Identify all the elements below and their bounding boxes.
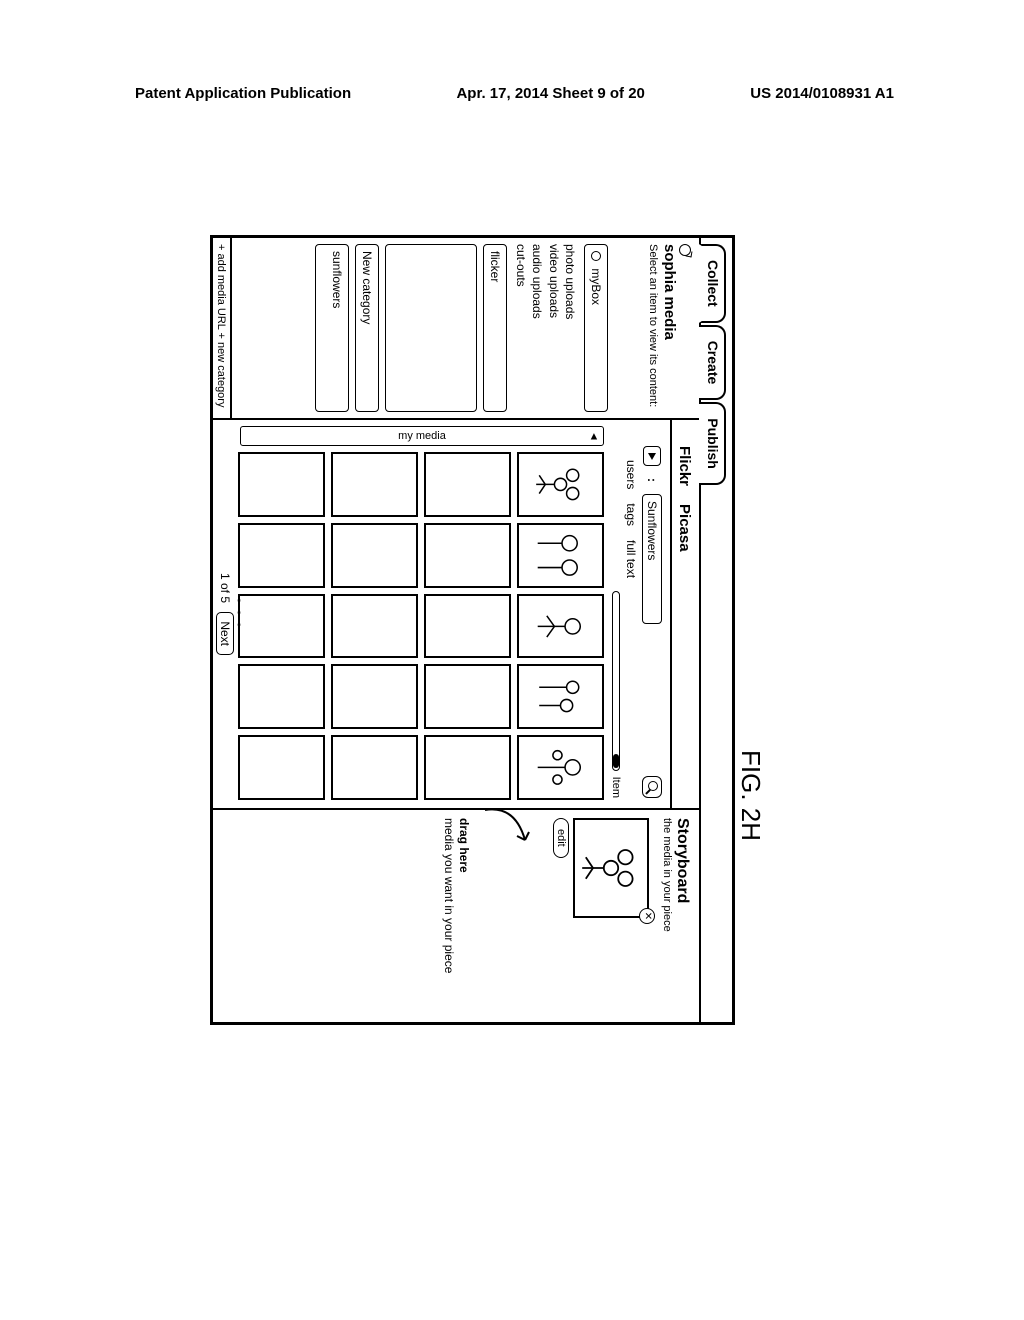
thumbnail[interactable] (238, 594, 325, 659)
sidebar-bottom-actions[interactable]: + add media URL + new category (212, 238, 232, 418)
drag-arrow-icon (475, 800, 535, 860)
storyboard-subtitle: the media in your piece (661, 818, 673, 1014)
thumbnail[interactable] (331, 452, 418, 517)
sidebar-item-mybox[interactable]: myBox (584, 244, 608, 412)
thumbnail[interactable] (517, 735, 604, 800)
drag-here-label: drag here (456, 818, 471, 1014)
refresh-small-icon (591, 251, 601, 261)
thumbnail[interactable] (517, 664, 604, 729)
thumbnail[interactable] (517, 523, 604, 588)
thumbnail[interactable] (238, 452, 325, 517)
item-cutouts[interactable]: cut-outs (513, 244, 529, 412)
header-center: Apr. 17, 2014 Sheet 9 of 20 (456, 85, 644, 102)
tab-collect[interactable]: Collect (699, 244, 726, 323)
item-audio-uploads[interactable]: audio uploads (529, 244, 545, 412)
thumbnail[interactable] (424, 452, 511, 517)
header-right: US 2014/0108931 A1 (750, 85, 894, 102)
mybox-label: myBox (589, 268, 603, 305)
pager: 1 of 5 Next (212, 420, 236, 808)
search-input[interactable]: Sunflowers (642, 494, 662, 624)
thumbnail[interactable] (331, 735, 418, 800)
sidebar-item-newcategory[interactable]: New category (355, 244, 379, 412)
close-icon[interactable]: ✕ (639, 908, 655, 924)
thumbnail[interactable] (331, 523, 418, 588)
progress-label: Item (610, 777, 622, 798)
main-tabs: Collect Create Publish (699, 238, 732, 1022)
sidebar-item-empty[interactable] (385, 244, 478, 412)
figure-label: FIG. 2H (735, 750, 766, 841)
filter-tags[interactable]: tags (624, 503, 638, 526)
tab-create[interactable]: Create (699, 325, 726, 401)
app-window: Collect Create Publish sophia media Sele… (210, 235, 735, 1025)
header-left: Patent Application Publication (135, 85, 351, 102)
thumbnail[interactable] (424, 735, 511, 800)
search-button[interactable] (642, 776, 662, 798)
thumbnail[interactable] (238, 523, 325, 588)
my-media-handle[interactable]: ▲ my media (240, 426, 604, 446)
progress-bar (612, 591, 620, 771)
storyboard-title: Storyboard (673, 818, 691, 1014)
resize-handle-icon[interactable]: ○ ○ ○ (236, 598, 242, 630)
play-button[interactable] (643, 446, 661, 466)
edit-button[interactable]: edit (553, 818, 569, 858)
drag-desc: media you want in your piece (441, 818, 456, 1014)
sidebar-item-flicker[interactable]: flicker (483, 244, 507, 412)
thumbnail[interactable] (424, 594, 511, 659)
center-panel: Flickr Picasa : Sunflowers users tags fu… (212, 420, 699, 808)
upload-list: photo uploads video uploads audio upload… (513, 244, 578, 412)
storyboard-panel: Storyboard the media in your piece ✕ edi… (212, 808, 699, 1022)
source-tab-picasa[interactable]: Picasa (676, 504, 693, 552)
next-button[interactable]: Next (216, 612, 234, 655)
item-video-uploads[interactable]: video uploads (545, 244, 561, 412)
thumbnail[interactable] (331, 664, 418, 729)
filter-users[interactable]: users (624, 460, 638, 489)
sidebar: sophia media Select an item to view its … (212, 238, 699, 420)
tab-publish[interactable]: Publish (699, 402, 726, 485)
thumbnail[interactable] (238, 735, 325, 800)
thumbnail[interactable] (238, 664, 325, 729)
chevron-up-icon: ▲ (589, 430, 600, 442)
sidebar-title: sophia media (661, 244, 678, 340)
refresh-icon[interactable] (679, 244, 691, 256)
filter-fulltext[interactable]: full text (624, 540, 638, 578)
source-tab-flickr[interactable]: Flickr (676, 446, 693, 486)
thumbnail[interactable] (517, 452, 604, 517)
thumbnail[interactable] (424, 523, 511, 588)
thumbnail[interactable] (517, 594, 604, 659)
thumbnail[interactable] (424, 664, 511, 729)
separator: : (645, 478, 659, 482)
storyboard-item[interactable]: ✕ (573, 818, 649, 918)
thumbnail[interactable] (331, 594, 418, 659)
item-photo-uploads[interactable]: photo uploads (562, 244, 578, 412)
sidebar-subtitle: Select an item to view its content: (646, 244, 659, 412)
sidebar-item-sunflowers[interactable]: sunflowers (315, 244, 349, 412)
pager-text: 1 of 5 (218, 573, 232, 603)
my-media-label: my media (398, 430, 446, 442)
patent-header: Patent Application Publication Apr. 17, … (0, 85, 1024, 102)
results-grid (236, 450, 608, 808)
